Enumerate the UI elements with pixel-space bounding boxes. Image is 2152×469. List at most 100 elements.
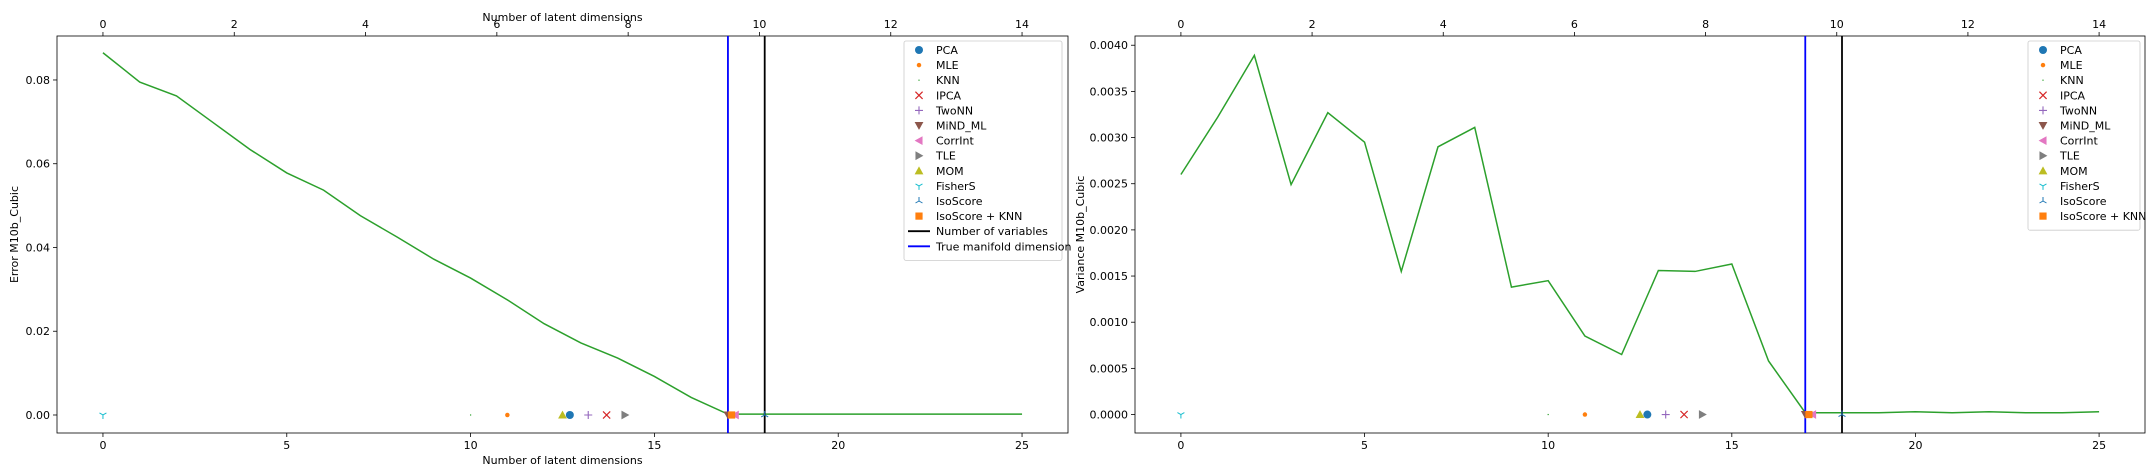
legend-box (2027, 40, 2141, 231)
estimator-marker-pca (565, 410, 574, 419)
y-tick-label: 0.02 (26, 325, 51, 338)
legend-label: True manifold dimension (935, 240, 1071, 253)
y-tick-label: 0.06 (26, 158, 51, 171)
y-tick-label: 0.0025 (1090, 178, 1129, 191)
marker-shape (558, 410, 567, 419)
estimator-marker-ipca (1680, 410, 1689, 419)
legend-entry: PCA (2039, 44, 2082, 57)
legend-marker-swatch (2039, 183, 2047, 190)
legend: PCA MLE KNN IPCA TwoNN MiND_ML CorrInt TLE MOM Fi… (903, 40, 1071, 261)
marker-shape (760, 410, 769, 418)
legend-marker-swatch (2038, 91, 2048, 100)
legend-entry: TLE (2039, 150, 2080, 163)
estimator-marker-mle (505, 412, 510, 418)
legend-entry: MOM (914, 165, 964, 178)
legend-label: MLE (936, 59, 959, 72)
legend-entry: FisherS (2039, 180, 2100, 193)
legend-marker-swatch (914, 166, 924, 175)
top-x-tick-label: 6 (1571, 18, 1578, 31)
chart-panel-2: 0 5 10 15 20 25 0 2 4 6 8 10 12 14 0.0000 0.0005 0.0010 0… (1074, 18, 2146, 452)
marker-shape (1582, 412, 1588, 417)
legend-label: MOM (936, 165, 964, 178)
top-x-tick-label: 4 (362, 18, 369, 31)
legend-label: IsoScore + KNN (936, 210, 1022, 223)
x-axis-label: Number of latent dimensions (482, 454, 642, 467)
estimator-marker-isoscore (760, 410, 769, 418)
x-tick-label: 5 (283, 439, 290, 452)
legend-entry: MiND_ML (2038, 120, 2111, 133)
legend-entry: KNN (918, 74, 960, 87)
top-x-tick-label: 12 (884, 18, 898, 31)
legend-marker-swatch (916, 62, 922, 68)
y-tick-label: 0.0010 (1090, 316, 1129, 329)
marker-shape (505, 412, 510, 418)
legend-label: PCA (936, 44, 958, 57)
legend-marker-swatch (2039, 197, 2047, 204)
legend-marker-swatch (915, 106, 923, 115)
estimator-marker-isoscore-knn (1805, 410, 1813, 419)
x-tick-label: 20 (831, 439, 845, 452)
estimator-marker-tle (1698, 410, 1707, 419)
legend-marker-swatch (914, 91, 924, 100)
legend-entry: MLE (2040, 59, 2083, 72)
legend-label: IPCA (2060, 89, 2086, 102)
marker-shape (1177, 412, 1185, 419)
marker-shape (1635, 410, 1645, 419)
legend-label: Number of variables (936, 225, 1048, 238)
legend-label: MiND_ML (936, 120, 987, 133)
estimator-marker-fishers (99, 412, 107, 419)
legend-marker-swatch (914, 136, 923, 145)
legend-entry: CorrInt (2038, 135, 2098, 148)
marker-shape (602, 410, 611, 420)
marker-shape (728, 411, 736, 419)
top-x-tick-label: 8 (1702, 18, 1709, 31)
top-x-tick-label: 2 (231, 18, 238, 31)
legend-entry: CorrInt (914, 135, 974, 148)
marker-shape (584, 410, 593, 419)
marker-shape (1680, 410, 1689, 419)
legend-box (903, 40, 1063, 261)
legend-label: CorrInt (2060, 135, 2098, 148)
legend-label: FisherS (2060, 180, 2100, 193)
top-x-tick-label: 8 (625, 18, 632, 31)
y-tick-label: 0.0015 (1090, 270, 1129, 283)
legend-entry: MOM (2038, 165, 2088, 178)
legend-marker-swatch (2039, 46, 2047, 54)
estimator-marker-isoscore (1838, 410, 1846, 417)
marker-shape (1547, 413, 1549, 416)
legend-marker-swatch (915, 197, 923, 204)
legend-label: PCA (2060, 44, 2082, 57)
legend-entry: TLE (915, 150, 956, 163)
marker-shape (1698, 410, 1707, 419)
y-tick-label: 0.04 (26, 241, 51, 254)
legend-label: CorrInt (936, 135, 974, 148)
estimator-marker-mle (1582, 412, 1588, 417)
legend-entry: TwoNN (915, 104, 973, 117)
legend-marker-swatch (2042, 79, 2044, 81)
top-x-tick-label: 2 (1309, 18, 1316, 31)
legend-entry: PCA (915, 44, 958, 57)
estimator-marker-mom (558, 410, 567, 419)
legend-entry: True manifold dimension (908, 240, 1071, 253)
top-x-tick-label: 14 (2092, 18, 2106, 31)
estimator-marker-knn (1547, 413, 1549, 416)
estimator-marker-twonn (584, 410, 593, 419)
marker-shape (1643, 410, 1652, 419)
legend-label: MiND_ML (2060, 120, 2111, 133)
legend-label: MLE (2060, 59, 2083, 72)
y-tick-label: 0.0005 (1090, 362, 1129, 375)
legend-entry: MiND_ML (914, 120, 987, 133)
y-axis-label: Error M10b_Cubic (8, 186, 21, 283)
x-tick-label: 0 (99, 439, 106, 452)
y-tick-label: 0.0020 (1090, 224, 1129, 237)
y-tick-label: 0.00 (26, 409, 51, 422)
legend-marker-swatch (2038, 136, 2047, 145)
legend-label: TwoNN (935, 104, 973, 117)
estimator-marker-fishers (1177, 412, 1185, 419)
legend-entry: FisherS (915, 180, 976, 193)
marker-shape (1805, 410, 1813, 419)
marker-shape (621, 410, 630, 420)
top-x-axis-label: Number of latent dimensions (482, 11, 642, 24)
legend-label: IsoScore (2060, 195, 2107, 208)
